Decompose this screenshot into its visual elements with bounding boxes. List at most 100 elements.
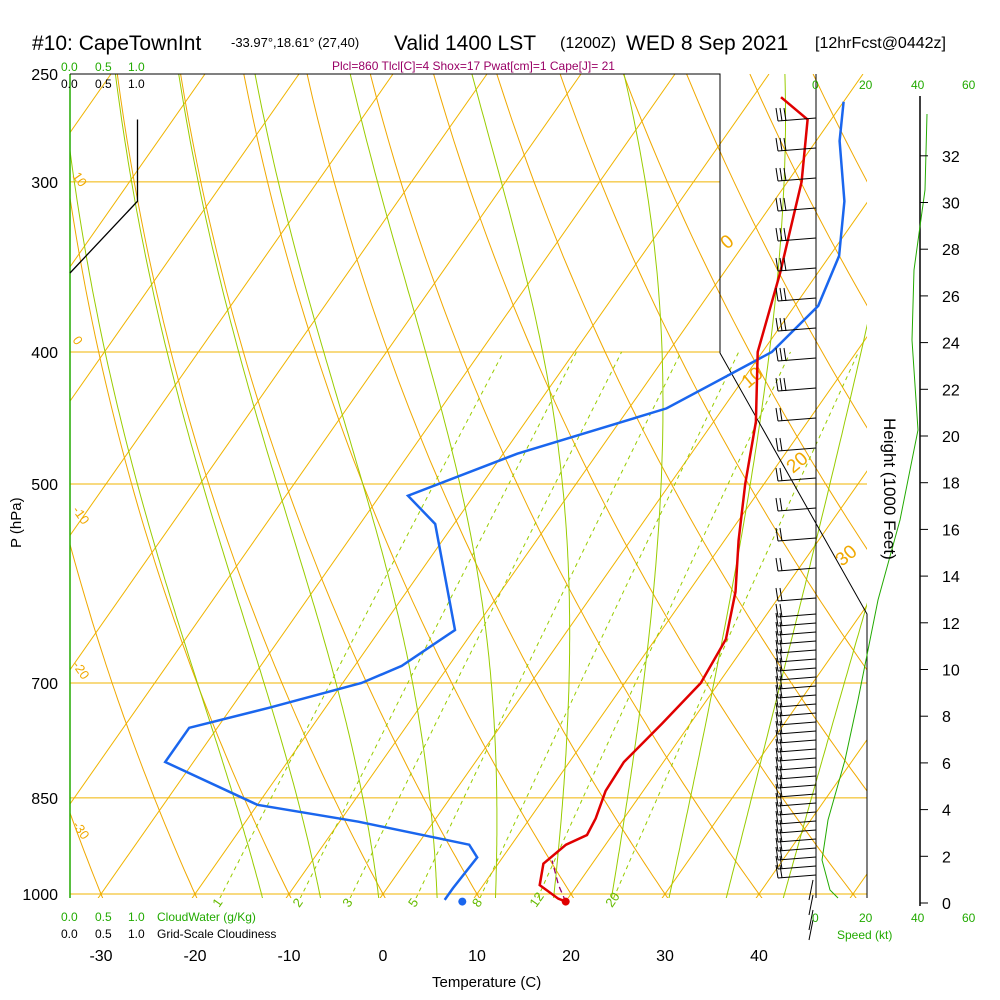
wind-barb-staff: [777, 667, 817, 672]
wind-barb-staff: [777, 567, 817, 572]
wind-barb-staff: [777, 721, 817, 726]
wind-barb-staff: [777, 537, 817, 542]
height-tick-0: 0: [942, 896, 951, 913]
wind-barb-flag: [775, 603, 779, 618]
wind-barb-flag: [779, 377, 783, 392]
moist-adiabat--10: [70, 146, 263, 898]
wind-barb: [775, 684, 817, 699]
isotherm--30: [97, 74, 676, 898]
wind-barb-flag: [775, 377, 779, 392]
wind-barb-flag: [775, 467, 779, 482]
wind-barb-staff: [777, 658, 817, 663]
wind-barb-staff: [777, 694, 817, 699]
valid-time: Valid 1400 LST: [394, 32, 536, 55]
wind-barb: [775, 612, 817, 627]
height-tick-18: 18: [942, 476, 960, 493]
forecast-info: [12hrFcst@0442z]: [815, 35, 946, 52]
wind-barb-flag: [779, 437, 783, 452]
wind-barb-flag: [779, 630, 783, 645]
wind-barb-staff: [777, 829, 817, 834]
cloudiness-label: Grid-Scale Cloudiness: [157, 927, 276, 941]
wind-barb-flag: [779, 407, 783, 422]
wind-barb-staff: [777, 507, 817, 512]
wind-barb-staff: [777, 622, 817, 627]
wind-barb: [775, 407, 817, 422]
wind-barb-staff: [777, 207, 817, 212]
wind-barb-staff: [777, 117, 817, 122]
wind-barb: [775, 846, 817, 861]
wind-barb-flag: [779, 666, 783, 681]
dry-adiabat-60: [496, 74, 867, 792]
wind-barb-staff: [777, 297, 817, 302]
wind-barb-flag: [783, 107, 787, 122]
wind-barb: [775, 765, 817, 780]
wind-barb: [775, 864, 817, 879]
wind-barb-staff: [777, 766, 817, 771]
pressure-axis-ticks: 250 300 400 500 700 850 1000: [22, 67, 58, 904]
wind-barb-flag: [775, 864, 779, 879]
speed-bottom-60: 60: [962, 911, 976, 925]
temperature-line: [538, 96, 809, 903]
wind-barb-flag: [779, 684, 783, 699]
wind-barb-flag: [775, 819, 779, 834]
wind-barb-staff: [777, 387, 817, 392]
wind-barbs: [775, 107, 817, 941]
wind-barb-staff: [777, 631, 817, 636]
mixing-ratio-label-5: 5: [405, 895, 421, 910]
mixing-ratio-20: [613, 351, 859, 898]
height-tick-26: 26: [942, 289, 960, 306]
wind-barb: [775, 675, 817, 690]
wind-barb-flag: [779, 675, 783, 690]
wind-barb-staff: [777, 649, 817, 654]
height-axis-label: Height (1000 Feet): [880, 418, 899, 560]
dewpoint-line: [163, 101, 846, 901]
forecast-date: WED 8 Sep 2021: [626, 32, 788, 55]
wind-barb-staff: [777, 477, 817, 482]
moist-adiabat-32: [668, 74, 786, 898]
wind-barb: [775, 828, 817, 843]
wind-barb-flag: [775, 783, 779, 798]
wind-barb-flag: [775, 317, 779, 332]
wind-barb-flag: [779, 657, 783, 672]
wind-barb: [775, 702, 817, 717]
isotherm-10: [473, 335, 867, 898]
wind-barb-staff: [777, 417, 817, 422]
temperature-axis-ticks: -30 -20 -10 0 10 20 30 40: [89, 948, 768, 965]
wind-barb-flag: [775, 612, 779, 627]
station-title: #10: CapeTownInt: [32, 32, 201, 55]
wind-barb-flag: [779, 603, 783, 618]
wind-barb: [775, 657, 817, 672]
wind-barb-flag: [775, 756, 779, 771]
x-tick--30: -30: [89, 948, 112, 965]
wind-barb-flag: [779, 765, 783, 780]
wind-barb-flag: [775, 657, 779, 672]
wind-barb-flag: [779, 864, 783, 879]
x-tick-10: 10: [468, 948, 486, 965]
wind-barb: [775, 666, 817, 681]
wind-barb-flag: [775, 437, 779, 452]
pressure-tick-1000: 1000: [22, 887, 58, 904]
wind-barb-surface: [808, 894, 814, 916]
isotherm--70: [70, 74, 300, 403]
wind-barb-flag: [775, 693, 779, 708]
wind-barb-flag: [775, 684, 779, 699]
wind-barb-staff: [777, 856, 817, 861]
wind-barb: [775, 792, 817, 807]
isotherm--60: [70, 74, 394, 537]
wind-speed-profile: [821, 113, 928, 899]
wind-barb-staff: [777, 748, 817, 753]
wind-barb-flag: [779, 828, 783, 843]
mixing-ratio-label-20: 20: [602, 889, 623, 909]
top-green-0: 0.0: [61, 60, 78, 74]
wind-barb-flag: [779, 711, 783, 726]
wind-barb-flag: [779, 846, 783, 861]
wind-barb-staff: [777, 874, 817, 879]
stability-indices: Plcl=860 Tlcl[C]=4 Shox=17 Pwat[cm]=1 Ca…: [332, 59, 615, 73]
wind-barb-staff: [777, 847, 817, 852]
dry-adiabat--20: [70, 542, 198, 898]
wind-barb-staff: [777, 685, 817, 690]
height-tick-12: 12: [942, 616, 960, 633]
wind-barb: [775, 738, 817, 753]
wind-barb: [775, 527, 817, 542]
